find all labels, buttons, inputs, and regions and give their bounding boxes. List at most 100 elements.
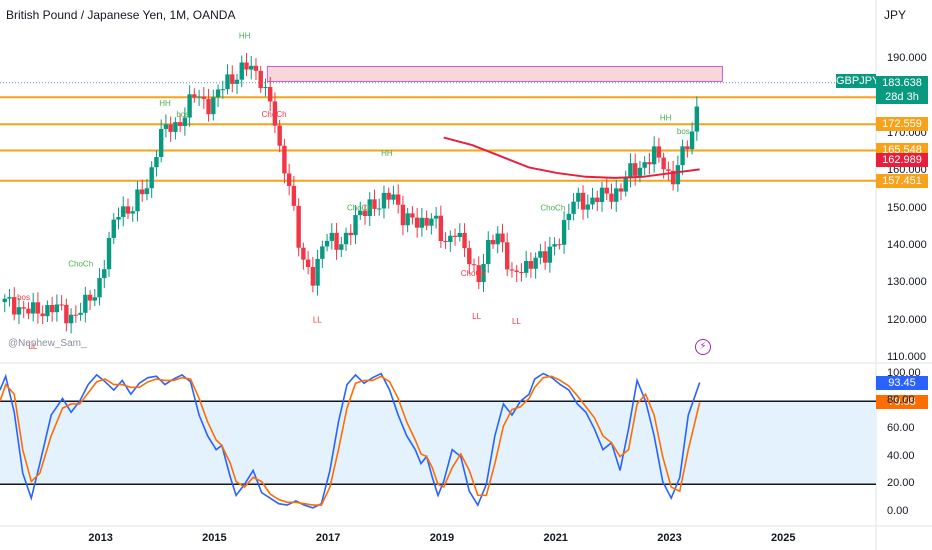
stoch-tick-label-5: 0.00 (887, 505, 909, 517)
stoch-band (0, 401, 876, 485)
candle-body (339, 244, 344, 250)
candle-body (305, 259, 311, 268)
candle-body (301, 247, 306, 260)
candle-body (192, 94, 197, 98)
candle-body (73, 314, 79, 316)
candle-body (324, 240, 330, 247)
candle-body (144, 188, 150, 195)
candle-body (405, 213, 410, 226)
candle-body (163, 124, 169, 129)
candle-body (628, 163, 633, 179)
candle-body (230, 74, 235, 84)
price-tick-label-6: 130.000 (887, 276, 927, 289)
candle-body (220, 89, 225, 91)
candle-body (694, 106, 700, 132)
candle-body (533, 257, 538, 269)
candle-body (111, 219, 116, 238)
candle-body (2, 298, 7, 303)
price-tag-5: 157.451 (876, 173, 928, 188)
candle-body (320, 246, 325, 259)
stoch-tick-label-3: 40.00 (887, 449, 915, 462)
candle-body (547, 246, 553, 263)
candle-body (514, 270, 519, 273)
candle-body (561, 220, 567, 245)
candle-body (201, 96, 207, 99)
candle-body (438, 215, 444, 242)
candle-body (296, 205, 301, 248)
candle-body (377, 208, 382, 210)
structure-label-13: LL (313, 316, 322, 325)
lightning-icon[interactable]: ⚡ (695, 339, 711, 355)
candle-body (429, 218, 434, 226)
candle-body (656, 146, 662, 158)
candle-body (452, 235, 458, 237)
candle-body (16, 307, 22, 315)
candle-body (462, 232, 467, 249)
symbol-tag: GBPJPY (836, 74, 880, 88)
chart-title: British Pound / Japanese Yen, 1M, OANDA (6, 8, 236, 22)
candle-body (595, 197, 600, 203)
candle-body (637, 167, 643, 176)
candle-body (666, 169, 671, 171)
candle-body (599, 187, 605, 203)
candle-body (135, 189, 140, 212)
candle-body (552, 244, 557, 247)
candle-body (410, 213, 415, 218)
price-tag-4: 162.989 (876, 153, 928, 168)
candle-body (386, 192, 391, 200)
candle-body (419, 217, 425, 228)
candle-body (476, 265, 481, 283)
candle-body (158, 128, 164, 158)
stoch-tick-label-0: 100.00 (887, 366, 921, 379)
candle-body (282, 145, 287, 174)
structure-label-14: LL (472, 312, 481, 321)
candle-body (523, 261, 529, 273)
candle-body (647, 162, 652, 165)
candle-body (87, 294, 93, 301)
candle-body (225, 74, 230, 90)
price-tick-label-7: 120.000 (887, 313, 927, 326)
resistance-zone (266, 65, 723, 82)
structure-label-1: HH (159, 99, 171, 108)
candle-body (661, 157, 666, 170)
price-tag-2: 172.559 (876, 117, 928, 132)
candle-body (467, 248, 472, 265)
stoch-tick-label-4: 20.00 (887, 477, 915, 490)
candle-body (21, 307, 26, 309)
candle-body (187, 94, 192, 118)
candle-body (35, 302, 41, 314)
candle-body (471, 264, 477, 266)
structure-label-9: ChoCh (540, 203, 565, 212)
candle-body (68, 314, 74, 324)
candle-body (83, 294, 88, 313)
structure-label-4: HH (381, 149, 393, 158)
price-tick-label-5: 140.000 (887, 239, 927, 251)
time-tick-label-3: 2019 (429, 532, 455, 544)
candle-body (400, 204, 406, 226)
candle-body (334, 232, 339, 250)
candle-body (689, 131, 695, 150)
candle-body (291, 185, 297, 206)
candle-body (239, 62, 244, 80)
time-tick-label-2: 2017 (315, 532, 341, 544)
candle-body (40, 313, 45, 317)
currency-label[interactable]: JPY (884, 8, 907, 22)
candle-body (580, 192, 586, 210)
candle-body (258, 70, 263, 89)
structure-label-2: bos (176, 110, 189, 119)
candle-body (495, 233, 500, 245)
candle-body (358, 210, 363, 216)
candle-body (395, 194, 401, 205)
structure-label-3: ChoCh (262, 110, 287, 119)
candle-body (286, 173, 292, 186)
candle-body (106, 237, 112, 270)
candle-body (505, 242, 510, 270)
candle-body (670, 170, 676, 185)
time-tick-label-1: 2015 (202, 532, 227, 544)
candle-body (149, 167, 154, 189)
structure-label-10: HH (660, 114, 672, 123)
stoch-series-1 (0, 375, 701, 506)
candle-body (206, 98, 211, 115)
stoch-series-0 (0, 372, 701, 509)
